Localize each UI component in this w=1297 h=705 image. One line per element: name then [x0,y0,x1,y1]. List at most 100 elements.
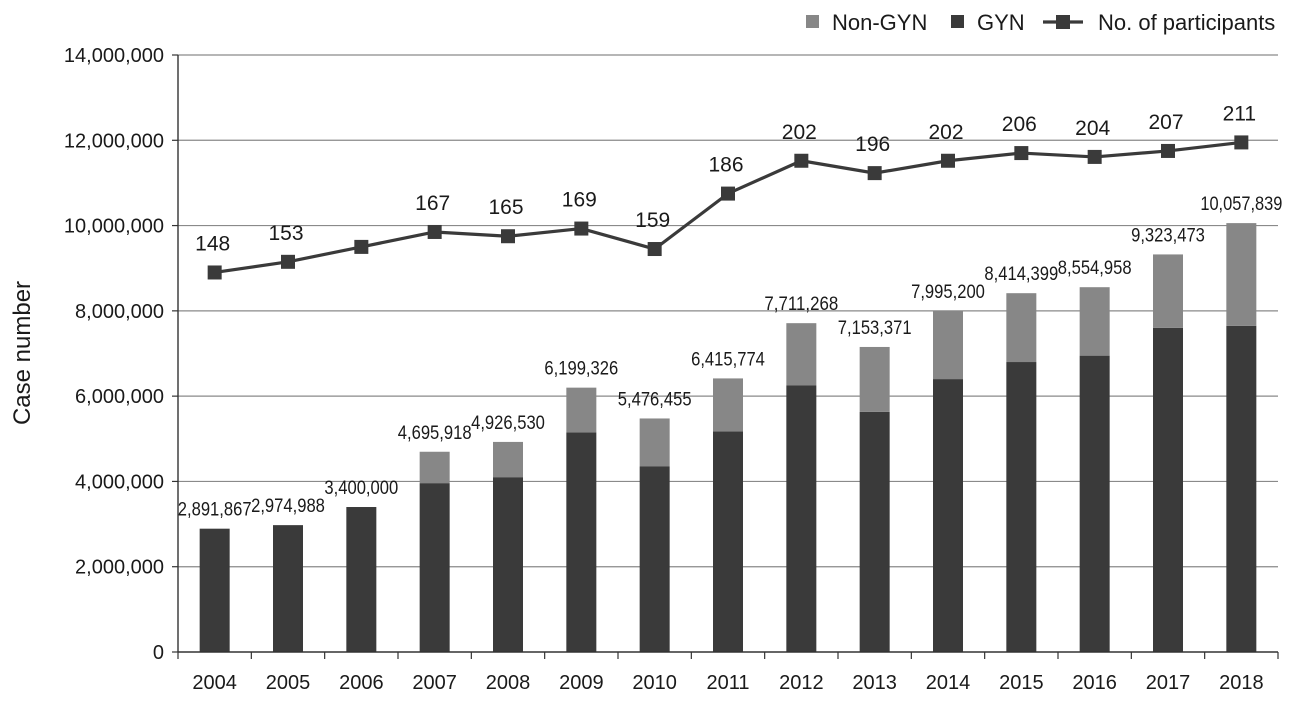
x-tick-label: 2014 [926,672,971,694]
x-tick-label: 2017 [1146,672,1191,694]
participants-marker-2015 [1014,146,1029,161]
participants-marker-2017 [1161,143,1175,158]
total-label-2012: 7,711,268 [764,294,838,315]
y-tick-label: 6,000,000 [75,386,164,408]
bar-gyn-2012 [786,385,817,652]
bar-non-gyn-2013 [859,346,890,412]
bar-gyn-2010 [639,466,670,652]
participants-marker-2008 [501,229,515,244]
bar-non-gyn-2009 [566,387,597,433]
y-tick-label: 10,000,000 [64,216,164,238]
x-tick-label: 2012 [779,672,824,694]
total-label-2017: 9,323,473 [1131,225,1205,246]
total-label-2005: 2,974,988 [251,496,325,517]
total-label-2004: 2,891,867 [178,500,252,521]
bar-gyn-2013 [859,411,890,652]
bar-non-gyn-2007 [419,451,450,484]
participants-label-2013: 196 [855,133,890,156]
participants-label-2010: 159 [635,209,670,232]
participants-label-2014: 202 [928,121,963,144]
total-label-2009: 6,199,326 [544,359,618,380]
y-tick-label: 12,000,000 [64,130,164,152]
bars [199,223,1257,652]
total-label-2008: 4,926,530 [471,413,545,434]
total-label-2014: 7,995,200 [911,282,985,303]
x-tick-label: 2007 [412,672,457,694]
legend-non-gyn-label: Non-GYN [832,10,927,35]
x-tick-label: 2015 [999,672,1044,694]
bar-gyn-2008 [493,477,523,652]
participants-marker-2018 [1234,135,1249,150]
participants-marker-2009 [574,221,589,236]
participants-marker-2005 [281,254,295,269]
participants-label-2016: 204 [1075,117,1110,140]
bar-gyn-2007 [419,483,450,652]
bar-gyn-2004 [199,528,230,652]
bar-gyn-2018 [1226,325,1257,652]
legend-participants-label: No. of participants [1098,10,1275,35]
participants-marker-2012 [794,153,809,168]
bar-non-gyn-2018 [1226,223,1257,326]
x-tick-label: 2008 [486,672,531,694]
participants-marker-2013 [867,166,882,181]
y-tick-label: 8,000,000 [75,301,164,323]
participants-label-2008: 165 [488,196,523,219]
legend-non-gyn-swatch [806,15,819,28]
participants-line: 148 153 167 165 169 159 186 202 196 202 206 204 207 2… [195,102,1256,280]
x-tick-label: 2011 [706,672,749,694]
y-tick-label: 4,000,000 [75,471,164,493]
bar-non-gyn-2011 [713,378,743,432]
participants-marker-2010 [647,242,662,257]
participants-marker-2004 [207,265,222,280]
axes: 0 2,000,000 4,000,000 6,000,000 8,000,000 10,… [64,45,1279,694]
y-tick-label: 14,000,000 [64,45,164,67]
participants-marker-2016 [1087,149,1102,164]
total-label-2018: 10,057,839 [1200,194,1282,215]
bar-non-gyn-2012 [786,323,817,386]
x-tick-label: 2018 [1219,672,1264,694]
legend-gyn-label: GYN [977,10,1025,35]
bar-non-gyn-2015 [1006,293,1037,363]
bar-gyn-2014 [933,379,963,652]
participants-label-2009: 169 [562,189,597,212]
y-tick-label: 0 [153,642,164,664]
participants-marker-2006 [354,239,369,254]
bar-non-gyn-2008 [493,441,523,478]
y-axis-title: Case number [9,281,36,425]
legend-participants-marker [1056,15,1070,29]
total-label-2015: 8,414,399 [984,264,1058,285]
participants-label-2018: 211 [1223,102,1256,125]
bar-non-gyn-2014 [933,311,963,380]
bar-non-gyn-2010 [639,418,670,467]
bar-gyn-2006 [346,507,377,652]
x-tick-label: 2009 [559,672,604,694]
total-label-2010: 5,476,455 [618,389,692,410]
x-tick-label: 2004 [192,672,237,694]
participants-marker-2011 [721,186,735,201]
bar-gyn-2009 [566,432,597,652]
total-label-2016: 8,554,958 [1058,258,1132,279]
participants-label-2012: 202 [782,121,817,144]
x-tick-label: 2010 [632,672,677,694]
participants-label-2017: 207 [1148,111,1183,134]
bar-non-gyn-2017 [1153,254,1183,328]
total-label-2013: 7,153,371 [838,318,912,339]
x-tick-label: 2016 [1072,672,1117,694]
total-label-2007: 4,695,918 [398,423,472,444]
x-tick-label: 2005 [266,672,311,694]
total-label-2011: 6,415,774 [691,349,765,370]
total-label-2006: 3,400,000 [324,478,398,499]
participants-label-2011: 186 [708,154,743,177]
participants-label-2005: 153 [268,222,303,245]
x-tick-label: 2006 [339,672,384,694]
x-tick-label: 2013 [852,672,897,694]
participants-label-2004: 148 [195,232,230,255]
bar-gyn-2017 [1153,327,1183,652]
bar-non-gyn-2016 [1079,287,1110,356]
y-tick-label: 2,000,000 [75,557,164,579]
bar-gyn-2016 [1079,355,1110,652]
participants-label-2015: 206 [1002,113,1037,136]
